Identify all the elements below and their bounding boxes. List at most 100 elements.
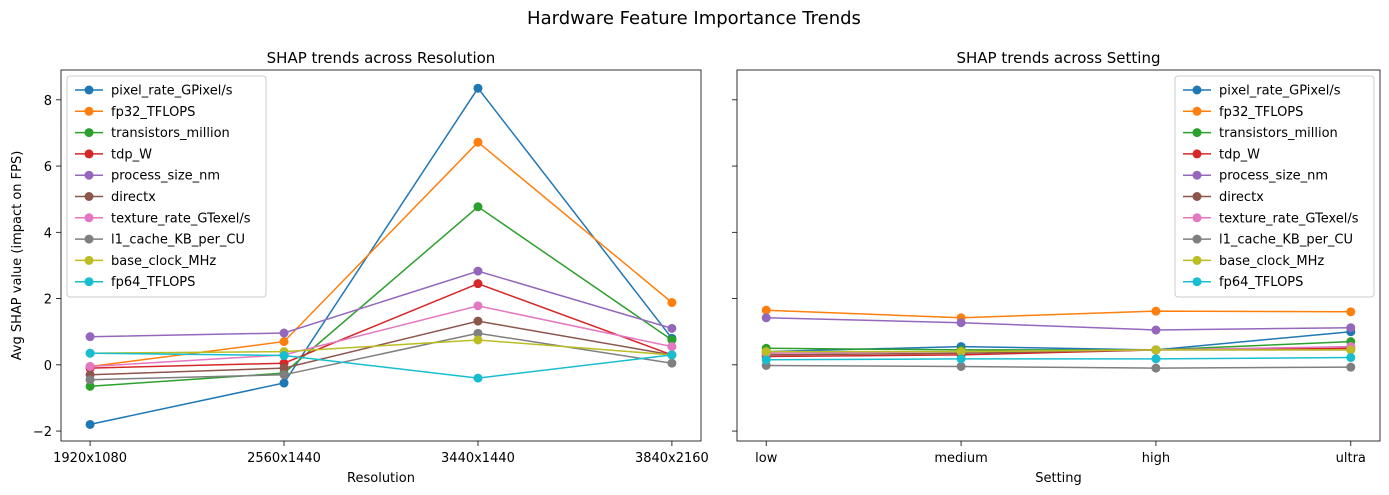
data-point: [761, 313, 771, 323]
legend-marker: [84, 106, 94, 116]
legend-marker: [84, 170, 94, 180]
legend-box: [1174, 75, 1375, 298]
y-tick-label: 4: [44, 226, 52, 241]
legend: pixel_rate_GPixel/s fp32_TFLOPS transistor…: [66, 75, 267, 298]
data-point: [1346, 345, 1356, 355]
data-point: [85, 381, 95, 391]
data-point: [1346, 362, 1356, 372]
legend-label: transistors_million: [1219, 126, 1338, 141]
data-point: [667, 298, 677, 308]
data-point: [473, 279, 483, 289]
series-line-3: [766, 340, 1351, 351]
data-point: [279, 363, 289, 373]
data-point: [667, 350, 677, 360]
data-point: [956, 354, 966, 364]
legend-marker: [84, 234, 94, 244]
legend-marker: [1192, 106, 1202, 116]
data-point: [279, 351, 289, 361]
data-point: [1151, 306, 1161, 316]
data-point: [1346, 323, 1356, 333]
data-point: [1346, 307, 1356, 317]
x-tick-label: 2560x1440: [247, 451, 321, 466]
data-point: [956, 347, 966, 357]
series-line-5: [766, 317, 1351, 331]
legend-label: process_size_nm: [111, 169, 220, 184]
data-point: [85, 361, 95, 371]
data-point: [473, 83, 483, 93]
data-point: [956, 361, 966, 371]
series-line-5: [90, 270, 673, 338]
y-tick-label: 8: [44, 94, 52, 109]
legend-marker: [1192, 149, 1202, 159]
data-point: [761, 355, 771, 365]
legend-label: texture_rate_GTexel/s: [1219, 211, 1359, 226]
data-point: [473, 137, 483, 147]
x-axis-label: Setting: [1035, 471, 1082, 486]
legend-box: [66, 75, 267, 298]
data-point: [473, 373, 483, 383]
legend-marker: [1192, 234, 1202, 244]
series-line-2: [766, 309, 1351, 319]
legend-marker: [1192, 170, 1202, 180]
legend-label: directx: [111, 190, 156, 205]
data-point: [667, 342, 677, 352]
legend-marker: [84, 255, 94, 265]
legend-label: pixel_rate_GPixel/s: [111, 84, 233, 99]
legend-marker: [84, 277, 94, 287]
x-tick-label: high: [1142, 451, 1170, 466]
series-line-10: [766, 356, 1351, 361]
series-line-3: [90, 205, 673, 388]
y-tick-label: 2: [44, 293, 52, 308]
series-line-7: [90, 305, 673, 368]
series-line-10: [90, 352, 672, 379]
series-line-9: [766, 349, 1351, 353]
legend-marker: [1192, 128, 1202, 138]
series-line-4: [766, 347, 1351, 358]
data-point: [956, 318, 966, 328]
x-tick-label: 3840x2160: [635, 451, 709, 466]
data-point: [761, 305, 771, 315]
series-line-6: [90, 320, 673, 376]
panel-2: SHAP trends across Setting low medium high u…: [732, 49, 1381, 486]
data-point: [1151, 363, 1161, 373]
data-point: [473, 301, 483, 311]
data-point: [85, 348, 95, 358]
legend-marker: [84, 85, 94, 95]
data-point: [473, 328, 483, 338]
panel-1: SHAP trends across Resolution 1920x1080 25…: [10, 49, 709, 486]
data-point: [1151, 325, 1161, 335]
data-point: [667, 335, 677, 345]
data-point: [473, 335, 483, 345]
data-point: [85, 375, 95, 385]
series-line-9: [90, 339, 672, 356]
data-point: [279, 337, 289, 347]
legend-label: texture_rate_GTexel/s: [111, 211, 251, 226]
legend-marker: [1192, 213, 1202, 223]
data-point: [473, 266, 483, 276]
y-axis-label: Avg SHAP value (impact on FPS): [10, 151, 25, 361]
legend-label: pixel_rate_GPixel/s: [1219, 84, 1341, 99]
legend-label: fp32_TFLOPS: [1219, 105, 1303, 120]
data-point: [473, 316, 483, 326]
legend-label: transistors_million: [111, 126, 230, 141]
legend-marker: [84, 128, 94, 138]
legend-marker: [1192, 85, 1202, 95]
legend-label: directx: [1219, 190, 1264, 205]
legend-label: base_clock_MHz: [1219, 254, 1324, 269]
series-line-8: [90, 332, 673, 381]
x-tick-label: low: [755, 451, 778, 466]
x-tick-label: 3440x1440: [441, 451, 515, 466]
axes-frame: [60, 69, 702, 442]
y-tick-label: 0: [44, 359, 52, 374]
axes-frame: [736, 69, 1381, 442]
data-point: [667, 358, 677, 368]
legend-label: process_size_nm: [1219, 169, 1328, 184]
legend: pixel_rate_GPixel/s fp32_TFLOPS transistor…: [1174, 75, 1375, 298]
x-tick-label: ultra: [1336, 451, 1366, 466]
series-line-4: [90, 282, 673, 369]
legend-label: fp64_TFLOPS: [1219, 275, 1303, 290]
legend-label: fp64_TFLOPS: [111, 275, 195, 290]
panels: SHAP trends across Resolution 1920x1080 25…: [10, 49, 1381, 486]
legend-label: tdp_W: [1219, 147, 1260, 162]
